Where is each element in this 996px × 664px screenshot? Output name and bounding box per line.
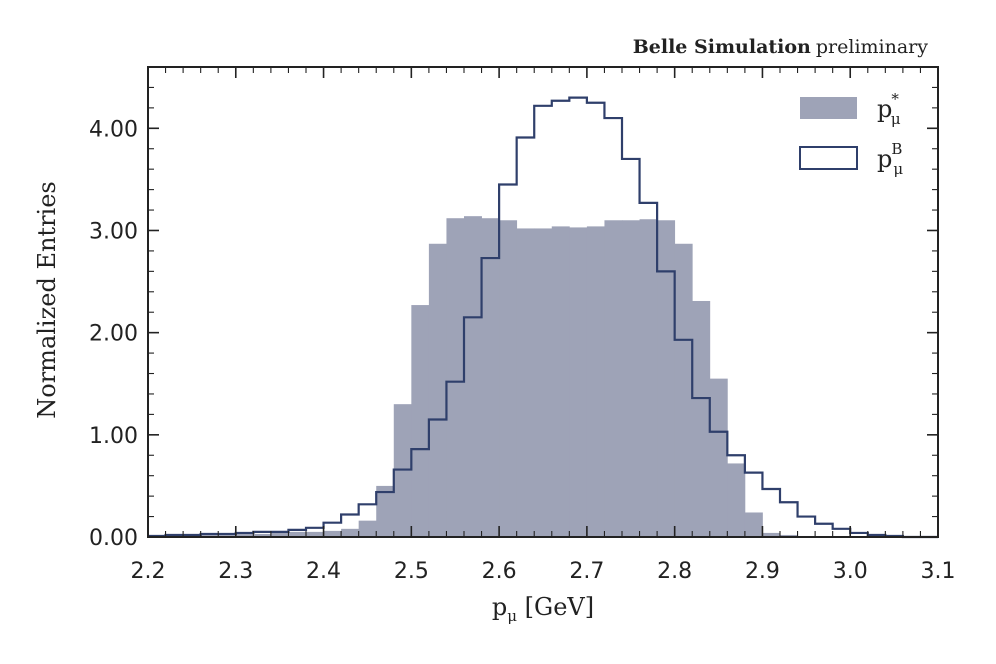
legend-swatch-filled (800, 97, 857, 119)
legend-swatch-step (799, 146, 858, 170)
x-tick-labels: 2.2 2.3 2.4 2.5 2.6 2.7 2.8 2.9 3.0 3.1 (131, 559, 956, 584)
hist-bar (464, 216, 482, 537)
x-axis-title-unit: [GeV] (517, 593, 594, 621)
hist-bar (481, 218, 500, 537)
y-tick-labels: 0.00 1.00 2.00 3.00 4.00 (89, 117, 138, 551)
hist-bar (604, 220, 623, 537)
hist-bar (709, 378, 728, 537)
hist-bar (376, 485, 395, 537)
x-axis-title-main: p (492, 593, 507, 621)
hist-bar (446, 218, 465, 537)
hist-bar (692, 300, 711, 537)
y-tick-label: 4.00 (89, 117, 138, 142)
hist-bar (306, 531, 324, 537)
hist-bar (727, 463, 746, 537)
hist-bar (323, 530, 342, 537)
hist-bar (534, 228, 553, 537)
x-tick-label: 2.5 (394, 559, 429, 584)
x-tick-label: 2.6 (482, 559, 517, 584)
y-tick-label: 0.00 (89, 526, 138, 551)
hist-bar (657, 220, 676, 537)
hist-bar (218, 534, 237, 537)
axis-ticks (147, 67, 939, 538)
hist-bar (516, 228, 535, 537)
legend: p* μ pB μ (799, 90, 903, 178)
hist-bar (235, 533, 254, 537)
x-tick-label: 3.0 (833, 559, 868, 584)
plot-frame (147, 66, 939, 538)
hist-bar (253, 533, 272, 537)
header-experiment: Belle Simulation (633, 36, 811, 58)
x-tick-label: 2.3 (218, 559, 253, 584)
x-tick-label: 2.8 (657, 559, 692, 584)
x-tick-label: 2.9 (745, 559, 780, 584)
hist-bar (499, 220, 518, 537)
hist-bar (200, 534, 219, 537)
hist-bar (288, 531, 307, 537)
legend-label-filled: p* μ (877, 90, 901, 128)
hist-bar (744, 512, 763, 537)
hist-bar (780, 534, 798, 537)
hist-bar (341, 528, 360, 537)
hist-bar (622, 220, 640, 537)
filled-histogram-series (148, 216, 816, 538)
x-tick-label: 2.2 (131, 559, 166, 584)
hist-bar (270, 532, 289, 537)
hist-bar (411, 305, 430, 537)
hist-bar (762, 532, 781, 537)
hist-bar (639, 219, 658, 537)
x-axis-title: pμ [GeV] (492, 593, 594, 625)
x-axis-title-sub: μ (507, 607, 517, 625)
y-tick-label: 3.00 (89, 219, 138, 244)
x-tick-label: 3.1 (921, 559, 956, 584)
x-tick-label: 2.7 (569, 559, 604, 584)
hist-bar (358, 520, 377, 537)
header-status: preliminary (816, 36, 928, 58)
y-tick-label: 1.00 (89, 424, 138, 449)
hist-bar (674, 243, 693, 537)
legend-label-step: pB μ (877, 140, 903, 178)
y-tick-label: 2.00 (89, 322, 138, 347)
hist-bar (428, 243, 447, 537)
hist-bar (569, 227, 588, 538)
x-tick-label: 2.4 (306, 559, 341, 584)
header-label: Belle Simulation preliminary (633, 36, 929, 58)
hist-bar (551, 226, 570, 538)
hist-bar (586, 226, 605, 538)
step-histogram-series (148, 96, 938, 539)
y-axis-title: Normalized Entries (33, 181, 61, 418)
